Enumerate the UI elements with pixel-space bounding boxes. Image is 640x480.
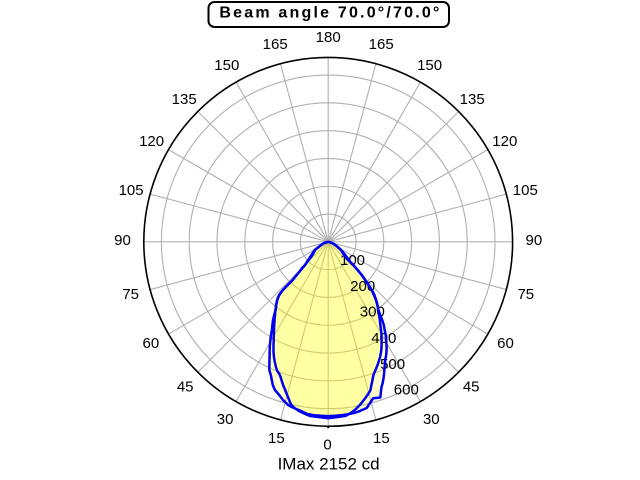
svg-text:Beam angle 70.0°/70.0°: Beam angle 70.0°/70.0° — [219, 5, 441, 22]
svg-text:0: 0 — [323, 437, 331, 454]
svg-text:15: 15 — [373, 430, 390, 447]
svg-text:135: 135 — [172, 91, 197, 108]
svg-text:105: 105 — [513, 182, 538, 199]
svg-text:60: 60 — [143, 335, 160, 352]
svg-text:15: 15 — [268, 430, 285, 447]
svg-text:45: 45 — [463, 379, 480, 396]
svg-text:165: 165 — [263, 36, 288, 53]
svg-text:30: 30 — [217, 411, 234, 428]
svg-text:120: 120 — [492, 133, 517, 150]
svg-text:90: 90 — [114, 232, 131, 249]
svg-text:200: 200 — [350, 278, 375, 295]
svg-text:150: 150 — [214, 57, 239, 74]
svg-text:75: 75 — [517, 286, 534, 303]
svg-text:135: 135 — [460, 91, 485, 108]
svg-text:120: 120 — [139, 133, 164, 150]
svg-text:165: 165 — [369, 36, 394, 53]
svg-text:150: 150 — [417, 57, 442, 74]
svg-text:400: 400 — [371, 330, 396, 347]
svg-text:180: 180 — [316, 29, 341, 46]
svg-text:75: 75 — [122, 286, 139, 303]
svg-text:45: 45 — [177, 379, 194, 396]
svg-text:600: 600 — [394, 381, 419, 398]
svg-text:60: 60 — [497, 335, 514, 352]
svg-text:90: 90 — [526, 232, 543, 249]
svg-text:30: 30 — [423, 411, 440, 428]
svg-text:IMax 2152 cd: IMax 2152 cd — [278, 455, 380, 474]
svg-text:105: 105 — [119, 182, 144, 199]
